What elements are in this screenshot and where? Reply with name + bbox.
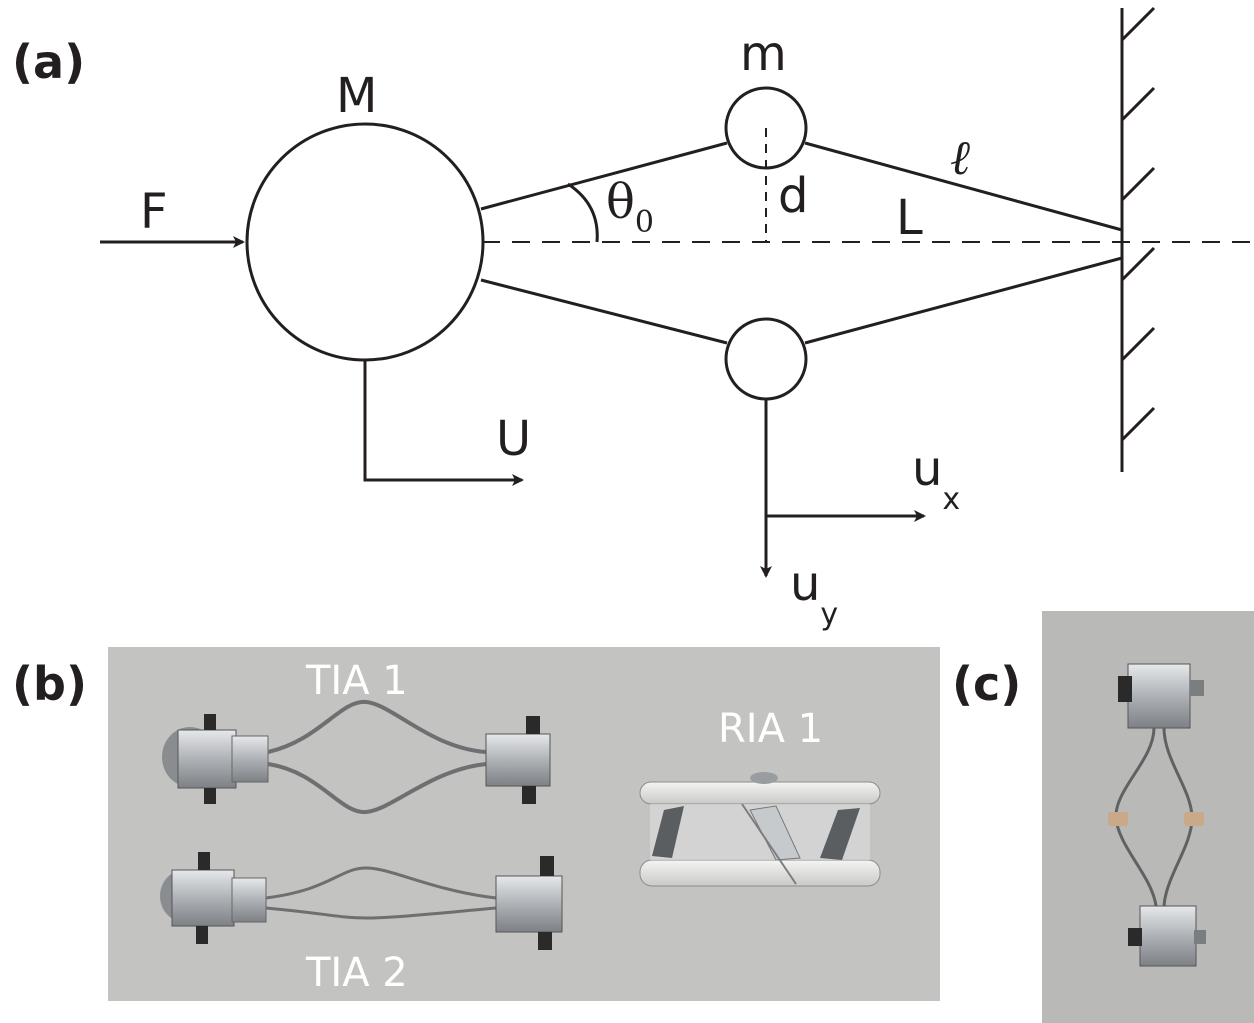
displacement-y-label: uy [790,556,838,632]
large-mass-circle [245,122,485,362]
panel-c-photo: (c) [952,611,1254,1023]
small-mass-top [724,86,808,170]
half-length-label: L [896,190,923,246]
angle-label: θ0 [606,174,654,240]
panel-c-label: (c) [952,657,1021,711]
tia-1-device [162,699,551,815]
displacement-u-arrow [363,360,524,486]
ria-1-label: RIA 1 [718,706,823,752]
panel-b-photo: (b) TIA 1 TIA 2 [12,647,940,1001]
links [480,141,1123,345]
angle-arc [567,182,599,243]
offset-label: d [778,168,808,224]
ria-1-device [639,772,881,887]
displacement-x-label: ux [912,441,960,517]
tia-1-label: TIA 1 [305,658,408,704]
panel-a-label: (a) [12,35,85,89]
panel-a-schematic: (a) M m θ0 d [12,6,1254,632]
fixed-wall [1120,6,1156,472]
link-length-label: ℓ [950,130,970,186]
tia-2-device [160,852,563,950]
panel-b-label: (b) [12,657,87,711]
force-label: F [140,184,168,240]
vertical-device [1108,663,1206,967]
displacement-u-label: U [496,411,531,467]
small-mass-label: m [740,26,787,82]
tia-2-label: TIA 2 [305,950,408,996]
large-mass-label: M [336,68,377,124]
small-mass-bottom [724,317,808,401]
